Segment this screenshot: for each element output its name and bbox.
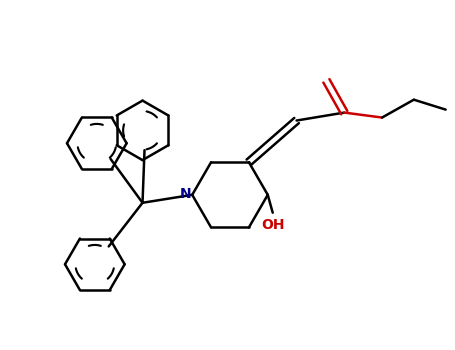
Text: N: N bbox=[179, 187, 191, 201]
Text: OH: OH bbox=[261, 218, 284, 232]
